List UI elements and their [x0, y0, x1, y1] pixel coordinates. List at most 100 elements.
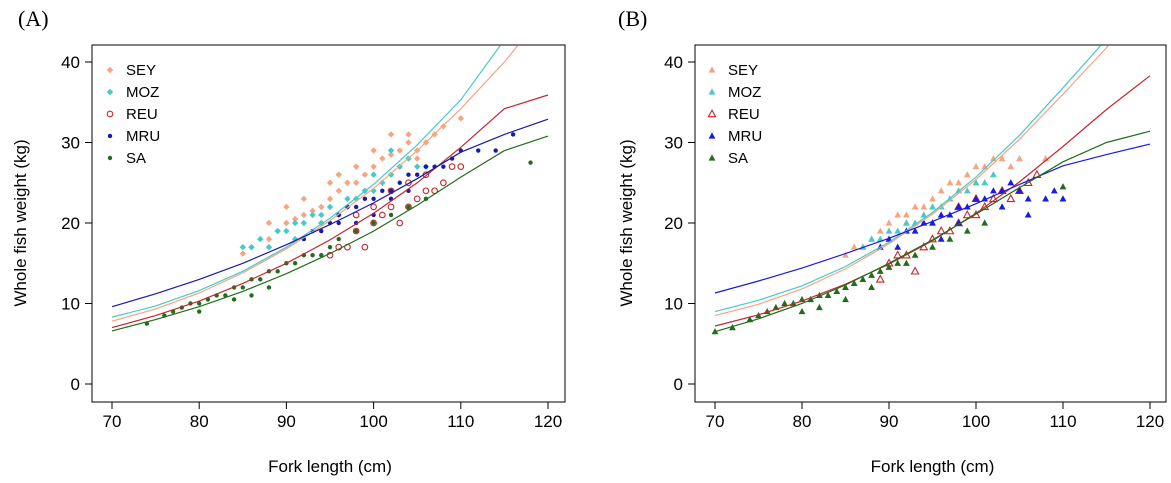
panel-a-point-sa — [240, 285, 245, 290]
panel-b-point-sey — [894, 211, 902, 218]
panel-a-legend-label-sa: SA — [126, 150, 146, 167]
panel-b-point-sa — [859, 275, 867, 282]
panel-a-point-reu — [361, 243, 369, 251]
panel-a-point-mru — [406, 172, 411, 177]
panel-a-point-sey — [265, 219, 273, 227]
panel-b-y-tick-label: 10 — [664, 295, 683, 314]
panel-b-y-tick-label: 20 — [664, 214, 683, 233]
panel-a-point-sey — [387, 151, 395, 158]
panel-a-x-tick-label: 120 — [534, 412, 562, 431]
panel-b-point-sey — [998, 155, 1006, 162]
panel-a-data-layer — [111, 45, 549, 332]
panel-a-point-sey — [326, 179, 334, 186]
panel-b-point-sa — [929, 243, 936, 250]
panel-a-point-mru — [510, 132, 516, 137]
panel-a-title: (A) — [18, 6, 49, 31]
panel-a-point-sey — [414, 155, 421, 162]
panel-a-point-sey — [440, 123, 447, 130]
panel-a-point-mru — [388, 188, 394, 193]
panel-a-point-sa — [388, 212, 394, 218]
panel-a-point-sey — [370, 147, 377, 154]
panel-a-point-reu — [422, 187, 430, 195]
panel-a-point-sa — [292, 261, 298, 266]
panel-b-point-mru — [1007, 179, 1015, 186]
panel-a-legend-label-sey: SEY — [126, 62, 156, 79]
panel-b-point-mru — [981, 195, 989, 202]
panel-b-y-tick-label: 30 — [664, 134, 683, 153]
panel-a-point-moz — [239, 243, 246, 251]
panel-a-point-reu — [370, 203, 377, 211]
panel-b-curve-sey — [714, 45, 1109, 317]
panel-b-point-sa — [894, 259, 902, 266]
panel-a-point-moz — [344, 195, 351, 203]
panel-b-curve-reu — [714, 75, 1151, 327]
panel-a-point-moz — [265, 243, 273, 251]
panel-a-curve-mru — [111, 118, 549, 308]
panel-b-point-mru — [937, 235, 945, 242]
panel-b-point-moz — [920, 211, 928, 218]
panel-a-legend-label-moz: MOZ — [126, 84, 159, 101]
panel-a-point-mru — [353, 204, 359, 210]
panel-a-y-tick-label: 0 — [71, 375, 80, 394]
panel-a-point-mru — [319, 228, 324, 234]
panel-b-legend-label-moz: MOZ — [728, 84, 761, 101]
panel-a-point-sey — [335, 187, 342, 194]
panel-a-point-sa — [249, 293, 254, 298]
panel-b-legend-marker-mru — [708, 132, 716, 139]
panel-b-point-sa — [885, 263, 893, 270]
panel-a-point-sa — [371, 220, 376, 226]
panel-b-point-moz — [903, 219, 910, 226]
panel-b-point-sey — [850, 243, 858, 250]
panel-a-point-sey — [344, 179, 351, 186]
panel-a-point-moz — [257, 235, 264, 243]
panel-a-point-reu — [448, 163, 456, 170]
panel-b-point-sa — [781, 299, 788, 307]
panel-b-y-tick-label: 40 — [664, 53, 683, 72]
panel-a-x-tick-label: 80 — [190, 412, 209, 431]
panel-b-point-sa — [850, 279, 858, 286]
panel-a-point-sa — [266, 285, 272, 290]
panel-a-point-sa — [197, 309, 202, 314]
panel-b-point-reu — [893, 250, 903, 259]
panel-b-data-layer — [711, 45, 1151, 335]
panel-b-point-sa — [963, 227, 971, 234]
panel-b-point-mru — [972, 195, 980, 202]
panel-b-point-moz — [981, 179, 989, 186]
panel-b-point-reu — [954, 201, 964, 211]
panel-a-y-tick-label: 40 — [61, 53, 80, 72]
panel-b-point-sey — [946, 179, 954, 186]
panel-b-point-sa — [1059, 183, 1067, 190]
panel-a-point-sey — [300, 211, 308, 219]
panel-a-point-mru — [362, 196, 368, 202]
panel-b-point-moz — [990, 171, 997, 178]
panel-b-point-sey — [929, 195, 936, 202]
panel-a-point-sa — [310, 253, 315, 258]
panel-a-point-sey — [291, 215, 299, 223]
panel-a: (A) 70 80 90 100 110 120 Fork length (cm) 0 10 20 3… — [11, 6, 566, 476]
panel-a-legend-marker-sey — [106, 66, 114, 74]
panel-a-point-reu — [413, 195, 421, 203]
panel-b-point-sey — [972, 163, 980, 170]
panel-b-point-sa — [911, 251, 919, 258]
panel-b-x-tick-label: 80 — [793, 412, 812, 431]
panel-a-point-sey — [379, 155, 386, 162]
panel-a-point-sey — [352, 163, 360, 170]
panel-b-point-mru — [1042, 195, 1049, 202]
panel-b-point-reu — [962, 210, 972, 219]
panel-a-curve-sey — [111, 45, 518, 322]
panel-b-point-sey — [920, 203, 928, 210]
panel-a-legend-label-reu: REU — [126, 106, 158, 123]
panel-a-point-moz — [370, 171, 377, 178]
panel-b-point-sa — [824, 291, 832, 299]
panel-a-x-tick-label: 90 — [277, 412, 296, 431]
panel-b-point-mru — [1024, 211, 1032, 218]
panel-a-x-tick-label: 110 — [447, 412, 474, 431]
panel-a-point-reu — [370, 219, 377, 227]
panel-a-point-moz — [414, 163, 421, 170]
panel-a-x-axis-label: Fork length (cm) — [268, 457, 392, 476]
panel-a-point-sa — [319, 253, 324, 258]
panel-a-y-tick-label: 20 — [61, 214, 80, 233]
panel-b-point-mru — [1050, 187, 1058, 194]
panel-b-point-moz — [894, 227, 902, 234]
panel-a-point-sey — [300, 195, 308, 203]
